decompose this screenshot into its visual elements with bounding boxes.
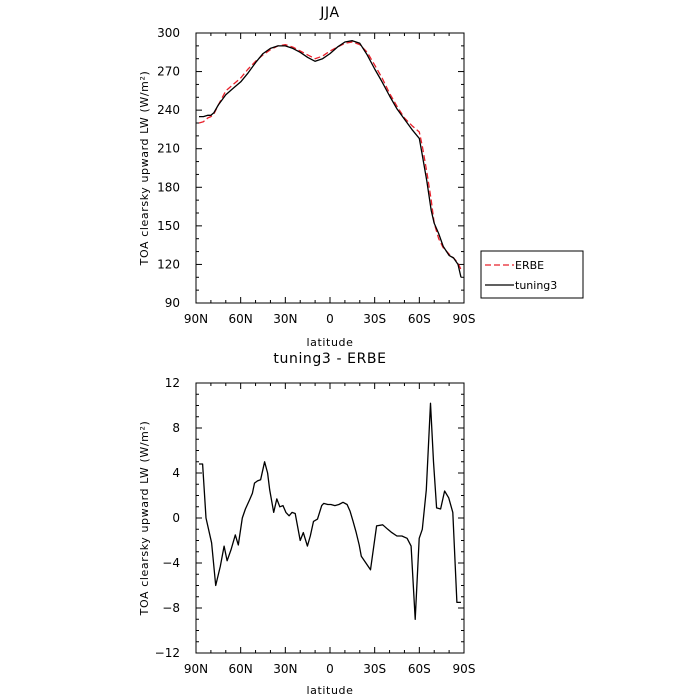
chart-0-x-tick-label: 60N bbox=[229, 312, 253, 326]
chart-1-title: tuning3 - ERBE bbox=[273, 351, 386, 367]
chart-0-title: JJA bbox=[319, 5, 339, 21]
chart-1-y-axis-title: TOA clearsky upward LW (W/m²) bbox=[138, 421, 151, 617]
chart-1-x-tick-label: 30S bbox=[363, 662, 386, 676]
chart-1-x-tick-label: 0 bbox=[326, 662, 334, 676]
legend-box bbox=[480, 250, 584, 299]
chart-0-series-erbe-line bbox=[198, 41, 462, 270]
legend-label-tuning3: tuning3 bbox=[515, 279, 557, 292]
chart-1-y-tick-label: 12 bbox=[165, 376, 180, 390]
chart-1-y-tick-label: −8 bbox=[162, 601, 180, 615]
chart-0-y-tick-label: 300 bbox=[157, 26, 180, 40]
legend-label-erbe: ERBE bbox=[515, 259, 544, 272]
chart-1-y-tick-label: −12 bbox=[155, 646, 180, 660]
chart-0-y-tick-label: 90 bbox=[165, 296, 180, 310]
chart-0-x-tick-label: 30S bbox=[363, 312, 386, 326]
chart-0-y-tick-label: 270 bbox=[157, 65, 180, 79]
chart-0-y-tick-label: 180 bbox=[157, 180, 180, 194]
chart-1-x-tick-label: 90S bbox=[453, 662, 476, 676]
chart-0-x-tick-label: 60S bbox=[408, 312, 431, 326]
top-chart-panel: JJA 90N 60N 30N 0 30S 60S 90S 90 120 150 180 210 240 2… bbox=[138, 5, 584, 349]
chart-0-y-tick-label: 210 bbox=[157, 142, 180, 156]
chart-1-y-tick-label: 8 bbox=[172, 421, 180, 435]
chart-0-x-tick-label: 30N bbox=[273, 312, 297, 326]
chart-0-y-tick-label: 150 bbox=[157, 219, 180, 233]
chart-1-x-tick-label: 90N bbox=[184, 662, 208, 676]
chart-1-x-axis-title: latitude bbox=[306, 684, 353, 697]
chart-0-series-tuning3-line bbox=[199, 40, 462, 278]
chart-0-y-axis-title: TOA clearsky upward LW (W/m²) bbox=[138, 71, 151, 267]
chart-1-x-tick-label: 60S bbox=[408, 662, 431, 676]
chart-0-plot-frame bbox=[195, 32, 465, 304]
chart-1-y-tick-label: −4 bbox=[162, 556, 180, 570]
chart-0-y-tick-label: 240 bbox=[157, 103, 180, 117]
chart-1-x-tick-label: 60N bbox=[229, 662, 253, 676]
chart-1-series-0-line bbox=[199, 402, 461, 620]
chart-0-x-tick-label: 0 bbox=[326, 312, 334, 326]
chart-0-x-tick-label: 90N bbox=[184, 312, 208, 326]
chart-1-y-tick-label: 0 bbox=[172, 511, 180, 525]
chart-1-x-tick-label: 30N bbox=[273, 662, 297, 676]
chart-1-y-tick-label: 4 bbox=[172, 466, 180, 480]
chart-0-x-axis-title: latitude bbox=[306, 336, 353, 349]
bottom-chart-panel: tuning3 - ERBE 90N 60N 30N 0 30S 60S 90S −12 −8 −4… bbox=[138, 351, 475, 697]
chart-0-y-tick-label: 120 bbox=[157, 257, 180, 271]
chart-0-x-tick-label: 90S bbox=[453, 312, 476, 326]
